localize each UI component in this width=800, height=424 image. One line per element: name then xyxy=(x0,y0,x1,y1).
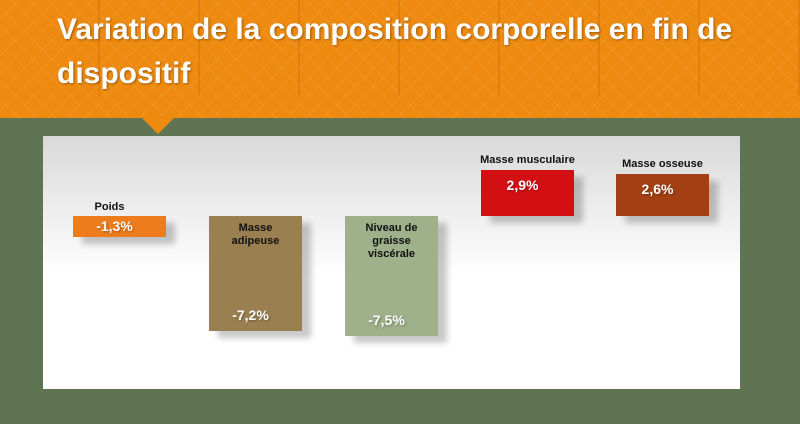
value-label-masse-musculaire: 2,9% xyxy=(506,176,539,193)
value-label-niveau-de-graisse-viscerale: -7,5% xyxy=(368,312,405,328)
category-label-masse-osseuse: Masse osseuse xyxy=(622,158,703,171)
bar-poids xyxy=(73,216,166,237)
category-label-niveau-de-graisse-viscerale: Niveau de graisse viscérale xyxy=(365,222,418,260)
value-label-masse-osseuse: 2,6% xyxy=(641,181,674,198)
title-banner: Variation de la composition corporelle e… xyxy=(0,0,800,118)
bar-masse-osseuse xyxy=(616,174,709,216)
category-label-masse-musculaire: Masse musculaire xyxy=(480,153,575,166)
slide-title: Variation de la composition corporelle e… xyxy=(57,13,733,90)
bar-niveau-de-graisse-viscerale xyxy=(345,216,438,336)
banner-pointer xyxy=(140,116,176,134)
bar-chart: Poids -1,3% Masse adipeuse -7,2% Niveau de g… xyxy=(43,136,740,389)
category-label-masse-adipeuse: Masse adipeuse xyxy=(231,222,280,247)
value-label-masse-adipeuse: -7,2% xyxy=(232,307,269,324)
value-label-poids: -1,3% xyxy=(96,218,133,235)
bar-masse-musculaire xyxy=(481,169,574,216)
bar-masse-adipeuse xyxy=(209,216,302,332)
category-label-poids: Poids xyxy=(94,201,125,213)
